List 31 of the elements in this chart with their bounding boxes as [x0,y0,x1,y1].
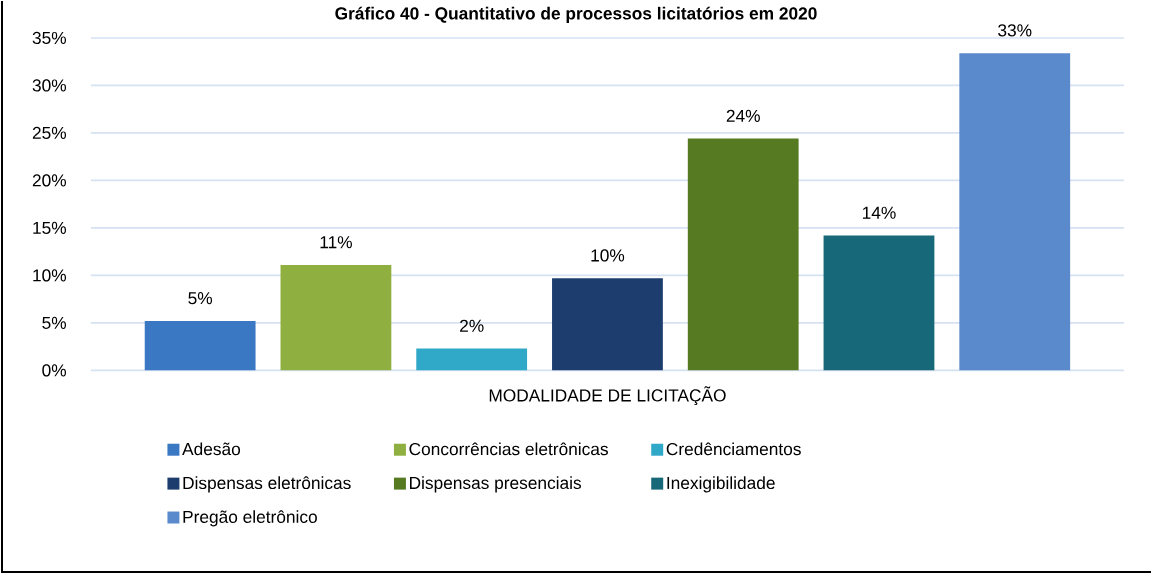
y-tick-label: 25% [32,126,67,140]
chart-title: Gráfico 40 - Quantitativo de processos licitatórios em 2020 [335,6,817,23]
data-label: 33% [998,24,1032,37]
data-label: 24% [726,109,760,122]
bar [144,320,256,371]
legend-label: Credênciamentos [666,442,801,456]
data-label: 2% [460,319,484,332]
data-label: 10% [591,249,625,262]
legend-label: Concorrências eletrônicas [409,442,608,456]
bar [823,235,935,371]
data-label: 5% [188,292,213,305]
bar [552,278,663,371]
legend-label: Inexigibilidade [667,476,775,493]
bar [280,264,392,371]
bar [959,53,1071,371]
y-tick-label: 30% [32,79,67,92]
data-label: 11% [320,236,352,249]
legend-label: Pregão eletrônico [183,510,317,527]
y-tick-label: 0% [42,364,67,377]
y-tick-label: 35% [32,31,67,45]
y-tick-label: 10% [33,269,67,282]
bar [687,138,799,371]
data-label: 14% [862,206,896,219]
legend-label: Dispensas presenciais [410,476,582,493]
legend-label: Adesão [182,442,241,456]
x-axis-title: MODALIDADE DE LICITAÇÃO [489,386,726,406]
legend-label: Dispensas eletrônicas [183,476,351,493]
y-tick-label: 5% [42,316,67,329]
y-tick-label: 15% [33,221,67,234]
y-tick-label: 20% [32,174,67,187]
bar [416,348,528,371]
